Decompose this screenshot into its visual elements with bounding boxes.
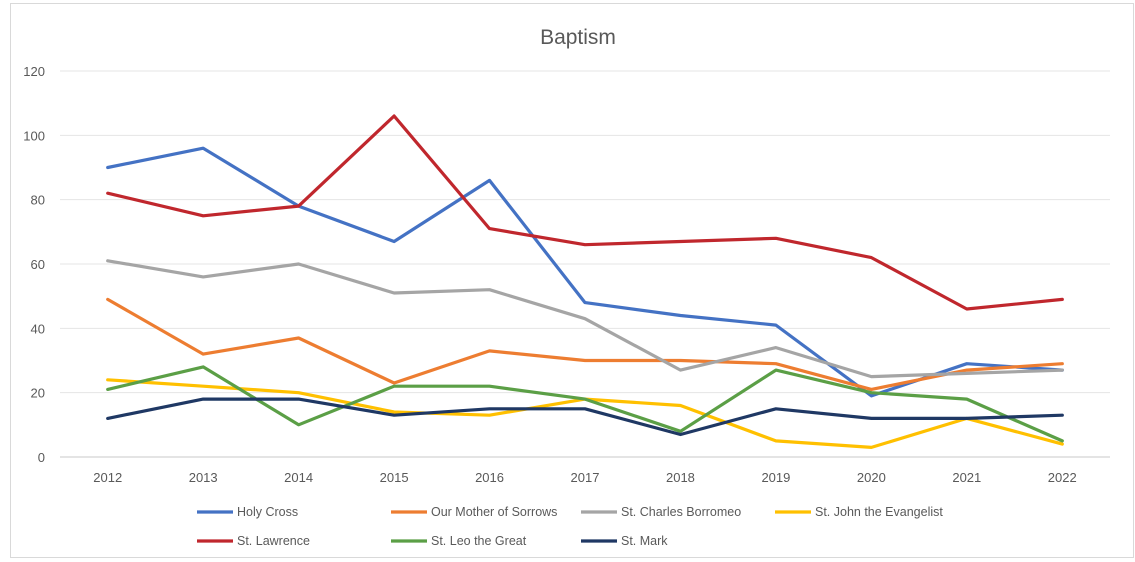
legend-label: St. Lawrence — [237, 534, 310, 548]
y-tick-label: 60 — [31, 257, 45, 272]
chart-title: Baptism — [540, 26, 616, 49]
legend-label: Holy Cross — [237, 505, 298, 519]
y-tick-label: 40 — [31, 321, 45, 336]
y-tick-label: 80 — [31, 193, 45, 208]
y-tick-label: 20 — [31, 386, 45, 401]
x-axis-tick-labels: 2012 2013 2014 2015 2016 2017 2018 2019 2020 2021… — [93, 470, 1076, 485]
legend-label: St. Charles Borromeo — [621, 505, 741, 519]
series-line-4 — [106, 378, 1064, 449]
series-line-6 — [106, 365, 1064, 443]
x-tick-label: 2014 — [284, 470, 313, 485]
y-tick-label: 100 — [23, 128, 45, 143]
x-tick-label: 2022 — [1048, 470, 1077, 485]
x-tick-label: 2012 — [93, 470, 122, 485]
legend-label: St. John the Evangelist — [815, 505, 943, 519]
series-lines — [106, 114, 1064, 449]
x-tick-label: 2020 — [857, 470, 886, 485]
gridlines — [60, 70, 1110, 458]
legend-label: St. Mark — [621, 534, 668, 548]
legend-label: Our Mother of Sorrows — [431, 505, 557, 519]
x-tick-label: 2017 — [571, 470, 600, 485]
y-axis-tick-labels: 0 20 40 60 80 100 120 — [23, 64, 45, 465]
y-tick-label: 120 — [23, 64, 45, 79]
series-line-2 — [106, 297, 1064, 391]
x-tick-label: 2015 — [380, 470, 409, 485]
legend: Holy Cross Our Mother of Sorrows St. Charl… — [197, 505, 943, 548]
y-tick-label: 0 — [38, 450, 45, 465]
series-line-7 — [106, 397, 1064, 437]
series-line-1 — [106, 146, 1064, 398]
x-tick-label: 2013 — [189, 470, 218, 485]
x-tick-label: 2021 — [952, 470, 981, 485]
x-tick-label: 2016 — [475, 470, 504, 485]
legend-label: St. Leo the Great — [431, 534, 527, 548]
series-line-3 — [106, 259, 1064, 379]
x-tick-label: 2019 — [761, 470, 790, 485]
x-tick-label: 2018 — [666, 470, 695, 485]
series-line-5 — [106, 114, 1064, 311]
